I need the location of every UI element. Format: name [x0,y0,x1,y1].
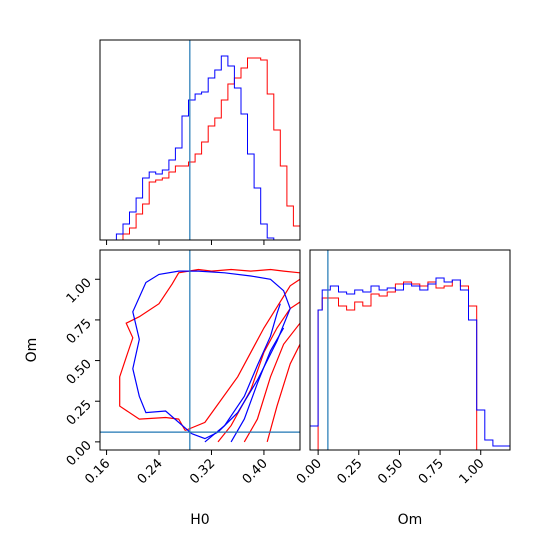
om-histogram-panel: 0.00 0.25 0.50 0.75 1.00 Om [294,249,511,528]
red-h0-histogram-series [103,57,301,241]
om-tick-label: 0.50 [64,357,95,388]
x-axis-label-om: Om [398,512,423,528]
red-om-histogram-series [310,279,510,451]
h0-tick-label: 0.24 [135,456,166,487]
y-axis-label-om: Om [24,338,40,363]
h0-histogram-marks [103,40,301,241]
blue-contour-level-1 [132,270,291,440]
h0-om-contour-panel: 0.16 0.24 0.32 0.400.000.250.500.751.00 H0 … [24,249,301,528]
blue-contour-level-3 [230,327,285,443]
om-histogram-frame [309,249,511,451]
om-tick-label: 0.00 [64,438,95,469]
h0-histogram-ticks [106,240,265,245]
h0-histogram-frame [99,39,301,241]
blue-h0-histogram-series [103,55,300,241]
contour-levels [119,268,300,443]
om-tick-label: 0.00 [294,456,325,487]
red-contour-level-4 [266,344,300,443]
h0-om-contour-ticks: 0.16 0.24 0.32 0.40 0.00 0.25 0.50 0.75 1.00 [64,275,271,487]
om-tick-label: 0.75 [416,456,447,487]
om-tick-label: 1.00 [456,456,487,487]
red-contour-level-3 [243,322,300,443]
om-tick-label: 0.75 [64,316,95,347]
h0-tick-label: 0.16 [82,456,113,487]
blue-contour-level-2 [204,303,281,443]
om-tick-label: 0.50 [375,456,406,487]
om-histogram-marks [309,250,511,451]
x-axis-label-h0: H0 [190,512,209,528]
om-tick-label: 0.25 [335,456,366,487]
h0-om-contour-frame [99,249,301,451]
h0-om-contour-marks [100,250,300,450]
h0-tick-label: 0.32 [187,456,218,487]
h0-tick-label: 0.40 [240,456,271,487]
blue-om-histogram-series [309,277,511,450]
om-histogram-ticks: 0.00 0.25 0.50 0.75 1.00 [294,450,488,487]
om-tick-label: 1.00 [64,275,95,306]
om-tick-label: 0.25 [64,397,95,428]
h0-histogram-panel [99,39,301,245]
